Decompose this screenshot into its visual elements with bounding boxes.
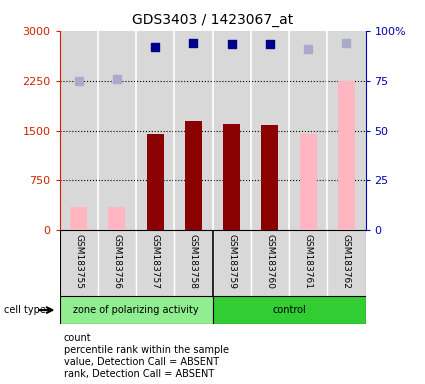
Point — [228, 41, 235, 47]
Text: GSM183756: GSM183756 — [112, 233, 122, 289]
Text: percentile rank within the sample: percentile rank within the sample — [64, 345, 229, 355]
Bar — [98, 31, 136, 230]
Point — [113, 76, 120, 82]
Bar — [289, 230, 327, 296]
Point — [266, 41, 273, 47]
Title: GDS3403 / 1423067_at: GDS3403 / 1423067_at — [132, 13, 293, 27]
Bar — [212, 296, 366, 324]
Bar — [223, 124, 240, 230]
Bar — [174, 230, 212, 296]
Bar — [147, 134, 164, 230]
Text: control: control — [272, 305, 306, 315]
Point — [190, 40, 197, 46]
Bar — [338, 81, 355, 230]
Point — [343, 40, 350, 46]
Bar — [60, 230, 98, 296]
Text: value, Detection Call = ABSENT: value, Detection Call = ABSENT — [64, 357, 219, 367]
Text: GSM183755: GSM183755 — [74, 233, 83, 289]
Bar — [136, 31, 174, 230]
Bar — [60, 31, 98, 230]
Text: rank, Detection Call = ABSENT: rank, Detection Call = ABSENT — [64, 369, 214, 379]
Bar — [98, 230, 136, 296]
Bar — [174, 31, 212, 230]
Text: GSM183757: GSM183757 — [150, 233, 160, 289]
Bar — [261, 125, 278, 230]
Text: zone of polarizing activity: zone of polarizing activity — [73, 305, 199, 315]
Bar — [327, 31, 366, 230]
Point — [305, 46, 312, 52]
Bar — [212, 31, 251, 230]
Text: GSM183760: GSM183760 — [265, 233, 275, 289]
Bar — [185, 121, 202, 230]
Text: GSM183762: GSM183762 — [342, 233, 351, 288]
Bar — [212, 230, 251, 296]
Bar — [108, 207, 125, 230]
Text: GSM183761: GSM183761 — [303, 233, 313, 289]
Bar — [289, 31, 327, 230]
Bar — [60, 296, 212, 324]
Bar — [251, 230, 289, 296]
Bar — [327, 230, 366, 296]
Text: GSM183758: GSM183758 — [189, 233, 198, 289]
Point — [75, 78, 82, 84]
Bar — [136, 230, 174, 296]
Text: GSM183759: GSM183759 — [227, 233, 236, 289]
Point — [152, 44, 159, 50]
Bar — [251, 31, 289, 230]
Bar — [70, 207, 87, 230]
Text: cell type: cell type — [4, 305, 46, 315]
Text: count: count — [64, 333, 91, 343]
Bar — [300, 134, 317, 230]
